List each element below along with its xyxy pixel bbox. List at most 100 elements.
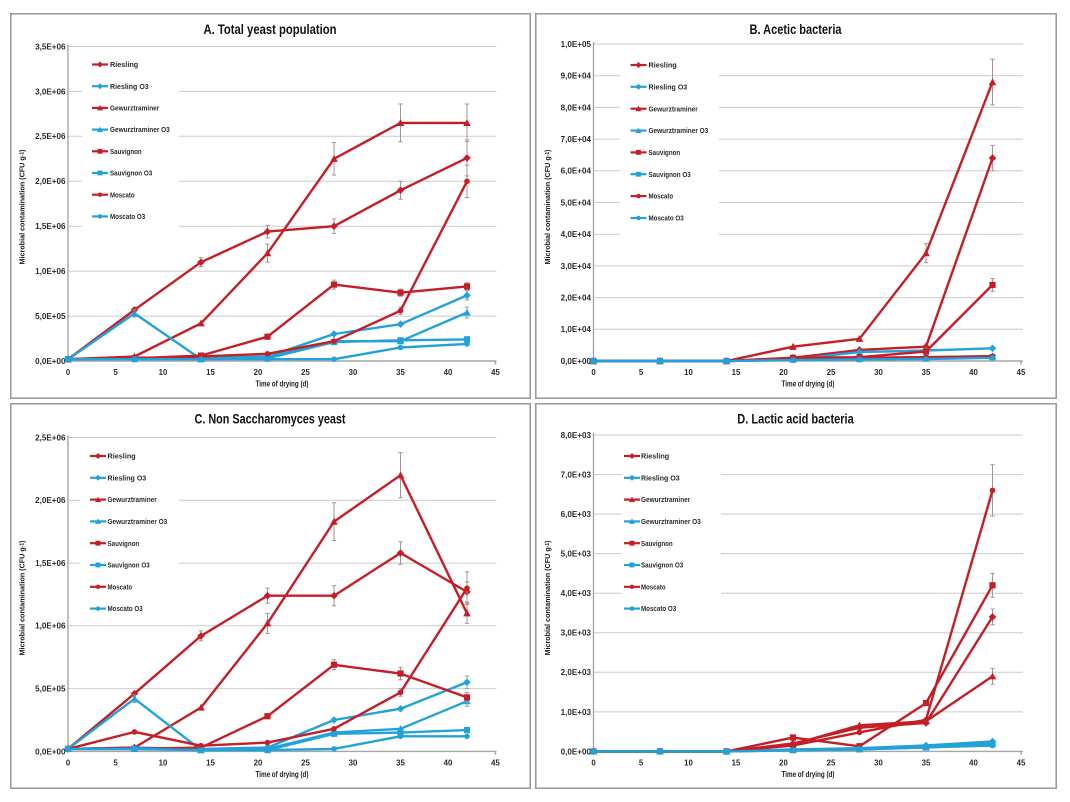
svg-text:3,0E+06: 3,0E+06	[35, 87, 66, 96]
svg-text:0,0E+00: 0,0E+00	[35, 357, 66, 366]
svg-text:1,0E+03: 1,0E+03	[561, 708, 592, 717]
svg-text:6,0E+04: 6,0E+04	[561, 167, 592, 176]
svg-text:B. Acetic bacteria: B. Acetic bacteria	[750, 22, 842, 38]
svg-text:15: 15	[732, 758, 741, 767]
svg-text:Sauvignon: Sauvignon	[108, 539, 140, 548]
svg-text:20: 20	[254, 368, 263, 377]
svg-text:Riesling: Riesling	[641, 452, 670, 461]
svg-text:Time of drying (d): Time of drying (d)	[782, 770, 835, 779]
svg-text:5,0E+03: 5,0E+03	[561, 550, 592, 559]
svg-text:5: 5	[113, 758, 118, 767]
svg-text:40: 40	[969, 758, 978, 767]
svg-text:Riesling O3: Riesling O3	[110, 82, 149, 91]
svg-text:20: 20	[779, 368, 788, 377]
svg-text:D. Lactic acid bacteria: D. Lactic acid bacteria	[737, 412, 854, 428]
svg-text:3,5E+06: 3,5E+06	[35, 42, 66, 51]
svg-text:C. Non Saccharomyces yeast: C. Non Saccharomyces yeast	[195, 412, 346, 428]
svg-text:Moscato: Moscato	[108, 582, 133, 591]
svg-text:8,0E+04: 8,0E+04	[561, 103, 592, 112]
svg-text:35: 35	[396, 758, 405, 767]
svg-text:0: 0	[66, 758, 71, 767]
svg-text:Time of drying (d): Time of drying (d)	[256, 380, 309, 389]
svg-text:Moscato O3: Moscato O3	[641, 604, 676, 613]
svg-text:Moscato: Moscato	[641, 582, 666, 591]
svg-text:20: 20	[254, 758, 263, 767]
svg-text:Riesling: Riesling	[110, 60, 139, 69]
svg-text:45: 45	[491, 368, 500, 377]
svg-text:0: 0	[66, 368, 71, 377]
svg-text:4,0E+04: 4,0E+04	[561, 230, 592, 239]
svg-text:5,0E+05: 5,0E+05	[35, 312, 66, 321]
svg-text:Moscato: Moscato	[649, 192, 674, 201]
svg-text:30: 30	[874, 758, 883, 767]
svg-text:1,0E+05: 1,0E+05	[561, 40, 592, 49]
svg-text:25: 25	[301, 368, 310, 377]
svg-text:Sauvignon: Sauvignon	[641, 539, 673, 548]
svg-text:Gewurztraminer: Gewurztraminer	[110, 104, 159, 113]
svg-text:Gewurztraminer O3: Gewurztraminer O3	[108, 517, 168, 526]
svg-text:45: 45	[1017, 758, 1026, 767]
svg-text:Moscato O3: Moscato O3	[110, 212, 145, 221]
svg-text:45: 45	[491, 758, 500, 767]
svg-text:0,0E+00: 0,0E+00	[35, 747, 66, 756]
svg-text:15: 15	[732, 368, 741, 377]
svg-text:35: 35	[922, 758, 931, 767]
svg-text:Gewurztraminer O3: Gewurztraminer O3	[110, 125, 170, 134]
svg-text:Riesling: Riesling	[649, 61, 678, 70]
svg-text:Moscato: Moscato	[110, 190, 135, 199]
svg-text:7,0E+04: 7,0E+04	[561, 135, 592, 144]
svg-text:Moscato O3: Moscato O3	[108, 604, 143, 613]
svg-text:2,0E+04: 2,0E+04	[561, 294, 592, 303]
svg-text:Microbial contamination (CFU g: Microbial contamination (CFU g-1)	[18, 540, 27, 655]
svg-text:6,0E+03: 6,0E+03	[561, 510, 592, 519]
svg-text:10: 10	[684, 368, 693, 377]
svg-text:2,0E+06: 2,0E+06	[35, 496, 66, 505]
svg-text:40: 40	[969, 368, 978, 377]
svg-text:Sauvignon O3: Sauvignon O3	[108, 561, 150, 570]
svg-text:A. Total yeast population: A. Total yeast population	[204, 22, 337, 38]
svg-text:Riesling O3: Riesling O3	[108, 473, 147, 482]
svg-text:Riesling O3: Riesling O3	[641, 473, 680, 482]
svg-text:9,0E+04: 9,0E+04	[561, 72, 592, 81]
svg-text:1,0E+04: 1,0E+04	[561, 325, 592, 334]
svg-text:5: 5	[639, 758, 644, 767]
svg-text:0,0E+00: 0,0E+00	[561, 357, 592, 366]
svg-text:Sauvignon O3: Sauvignon O3	[649, 170, 691, 179]
svg-text:8,0E+03: 8,0E+03	[561, 431, 592, 440]
svg-text:3,0E+04: 3,0E+04	[561, 262, 592, 271]
svg-text:10: 10	[159, 758, 168, 767]
svg-text:5: 5	[639, 368, 644, 377]
svg-text:30: 30	[349, 368, 358, 377]
svg-text:Microbial contamination (CFU g: Microbial contamination (CFU g-1)	[18, 149, 27, 264]
svg-text:35: 35	[396, 368, 405, 377]
svg-text:Moscato O3: Moscato O3	[649, 214, 684, 223]
svg-text:10: 10	[684, 758, 693, 767]
svg-text:Gewurztraminer: Gewurztraminer	[649, 104, 698, 113]
svg-text:Sauvignon O3: Sauvignon O3	[641, 561, 683, 570]
svg-text:4,0E+03: 4,0E+03	[561, 589, 592, 598]
svg-text:Sauvignon: Sauvignon	[110, 147, 142, 156]
svg-text:Gewurztraminer: Gewurztraminer	[641, 495, 690, 504]
svg-text:10: 10	[159, 368, 168, 377]
svg-text:2,5E+06: 2,5E+06	[35, 132, 66, 141]
svg-text:Riesling O3: Riesling O3	[649, 82, 688, 91]
svg-text:Sauvignon O3: Sauvignon O3	[110, 169, 152, 178]
svg-text:1,5E+06: 1,5E+06	[35, 222, 66, 231]
svg-text:2,0E+06: 2,0E+06	[35, 177, 66, 186]
svg-text:Microbial contamination (CFU g: Microbial contamination (CFU g-1)	[543, 149, 552, 264]
svg-text:1,0E+06: 1,0E+06	[35, 622, 66, 631]
svg-text:Microbial contamination (CFU g: Microbial contamination (CFU g-1)	[543, 540, 552, 655]
svg-text:Riesling: Riesling	[108, 452, 137, 461]
svg-text:2,0E+03: 2,0E+03	[561, 668, 592, 677]
svg-text:0: 0	[591, 368, 596, 377]
svg-text:20: 20	[779, 758, 788, 767]
svg-text:15: 15	[206, 758, 215, 767]
svg-text:Gewurztraminer: Gewurztraminer	[108, 495, 157, 504]
svg-text:25: 25	[301, 758, 310, 767]
svg-text:25: 25	[827, 368, 836, 377]
svg-text:30: 30	[349, 758, 358, 767]
svg-text:35: 35	[922, 368, 931, 377]
svg-text:7,0E+03: 7,0E+03	[561, 470, 592, 479]
svg-text:30: 30	[874, 368, 883, 377]
svg-text:Time of drying (d): Time of drying (d)	[782, 380, 835, 389]
